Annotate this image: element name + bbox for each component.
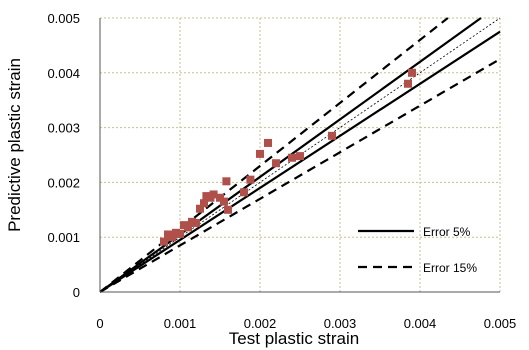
data-point <box>256 149 264 158</box>
x-axis-title: Test plastic strain <box>229 329 359 348</box>
error-15-line-lower <box>99 58 501 293</box>
y-tick-label: 0 <box>73 285 80 300</box>
data-point <box>200 199 208 208</box>
y-tick-label: 0.001 <box>47 230 80 245</box>
data-point <box>404 79 412 88</box>
x-tick-label: 0.004 <box>404 316 437 331</box>
data-point <box>240 188 248 197</box>
legend: Error 5% Error 15% <box>358 225 477 275</box>
axes <box>99 18 500 293</box>
data-point <box>176 229 184 238</box>
x-tick-label: 0.005 <box>484 316 517 331</box>
error-15-line-upper <box>99 17 449 293</box>
data-point <box>224 205 232 214</box>
data-point <box>209 190 218 199</box>
data-point <box>246 175 255 184</box>
y-tick-label: 0.005 <box>47 11 80 26</box>
grid <box>100 17 501 292</box>
data-point <box>168 233 176 242</box>
x-tick-label: 0.002 <box>244 316 277 331</box>
data-point <box>272 159 280 168</box>
x-tick-label: 0.001 <box>164 316 197 331</box>
y-tick-label: 0.003 <box>47 121 80 136</box>
y-tick-label: 0.002 <box>47 175 80 190</box>
y-tick-label: 0.004 <box>47 66 80 81</box>
x-tick-label: 0 <box>96 316 103 331</box>
data-point <box>196 204 204 213</box>
data-point <box>192 218 200 227</box>
data-point <box>328 131 336 140</box>
data-point <box>408 68 416 77</box>
legend-error-5-label: Error 5% <box>423 225 471 239</box>
error-5-line-lower <box>99 30 501 293</box>
data-point <box>296 152 304 161</box>
reference-lines <box>99 17 501 293</box>
data-point <box>220 197 228 206</box>
x-tick-label: 0.003 <box>324 316 357 331</box>
reference-line-equal <box>99 17 501 293</box>
data-point <box>160 237 168 246</box>
tick-labels: 0 0.001 0.002 0.003 0.004 0.005 0 0.001 0.002 0.0… <box>47 11 516 331</box>
data-point <box>264 138 272 147</box>
data-points <box>160 68 416 246</box>
y-axis-title: Predictive plastic strain <box>5 58 24 232</box>
data-point <box>184 223 192 232</box>
data-point <box>222 177 231 186</box>
data-point <box>288 153 296 162</box>
legend-error-15-label: Error 15% <box>423 261 477 275</box>
